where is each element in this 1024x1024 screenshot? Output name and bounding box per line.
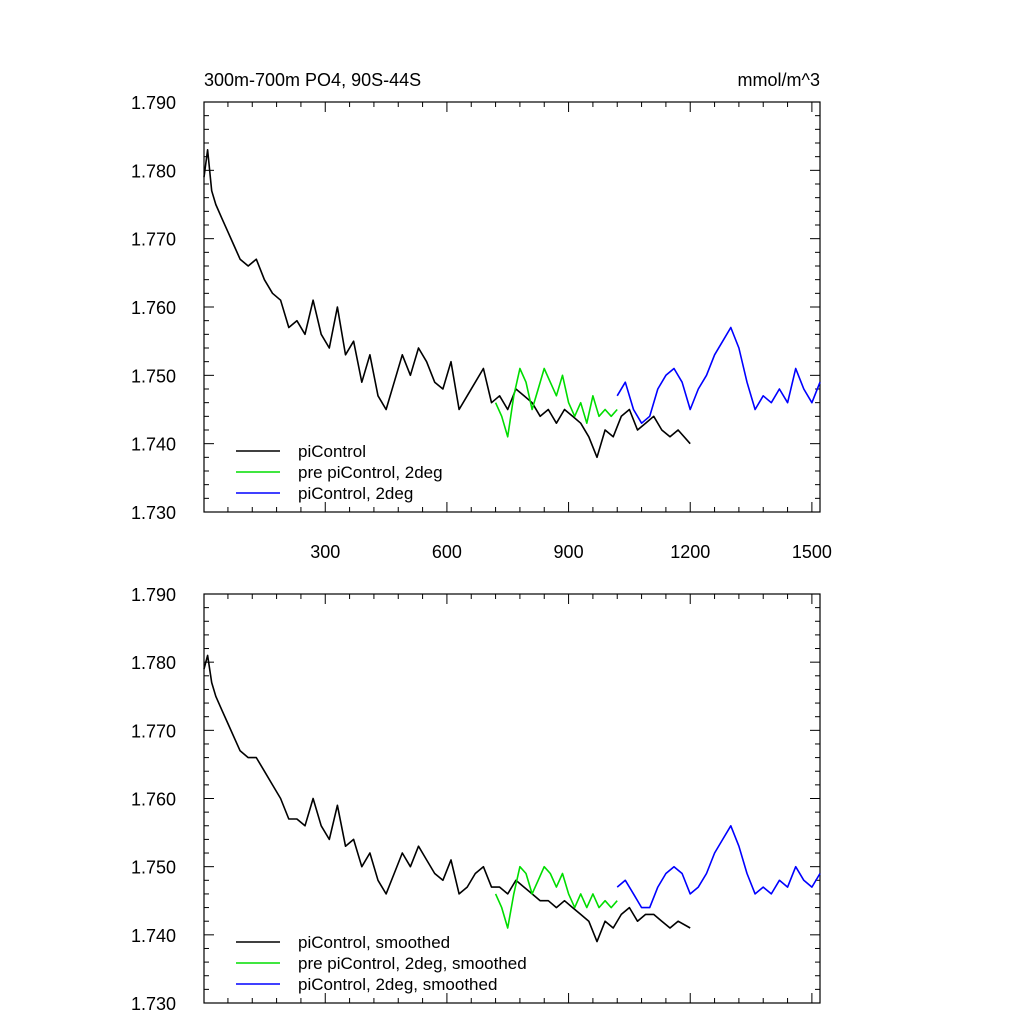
legend-label: piControl, 2deg [298,484,413,503]
y-tick-label: 1.770 [131,230,176,250]
y-tick-label: 1.770 [131,721,176,741]
panel-2: 1.730 1.740 1.750 1.760 1.770 1.780 1.790 piCon… [131,585,821,1014]
series-line-2 [494,865,618,929]
y-tick-label: 1.780 [131,161,176,181]
y-tick-label: 1.730 [131,503,176,523]
legend-label: piControl, smoothed [298,933,450,952]
y-tick-label: 1.760 [131,298,176,318]
x-tick-label: 600 [432,542,462,562]
legend-label: pre piControl, 2deg, smoothed [298,954,527,973]
legend-label: piControl, 2deg, smoothed [298,975,497,994]
y-tick-label: 1.790 [131,93,176,113]
series-line-1 [203,149,691,459]
units-label: mmol/m^3 [738,70,820,90]
panel-1: 1.730 1.740 1.750 1.760 1.770 1.780 1.790 300 60… [131,93,832,562]
legend-label: pre piControl, 2deg [298,463,443,482]
series-line-3 [616,824,821,909]
y-tick-label: 1.760 [131,790,176,810]
y-tick-label: 1.740 [131,926,176,946]
plot-frame [203,101,821,513]
y-tick-label: 1.780 [131,653,176,673]
x-tick-label: 1200 [670,542,710,562]
y-tick-label: 1.750 [131,366,176,386]
chart-title: 300m-700m PO4, 90S-44S [204,70,421,90]
y-tick-label: 1.730 [131,994,176,1014]
series-line-2 [494,367,618,438]
panels: 1.730 1.740 1.750 1.760 1.770 1.780 1.790 300 60… [131,93,832,1014]
x-tick-label: 300 [310,542,340,562]
series-line-3 [616,326,821,425]
x-tick-label: 1500 [792,542,832,562]
x-tick-label: 900 [554,542,584,562]
y-tick-label: 1.790 [131,585,176,605]
y-tick-label: 1.750 [131,858,176,878]
legend-label: piControl [298,442,366,461]
series-line-1 [203,654,691,943]
y-tick-label: 1.740 [131,435,176,455]
plot-frame [203,593,821,1004]
